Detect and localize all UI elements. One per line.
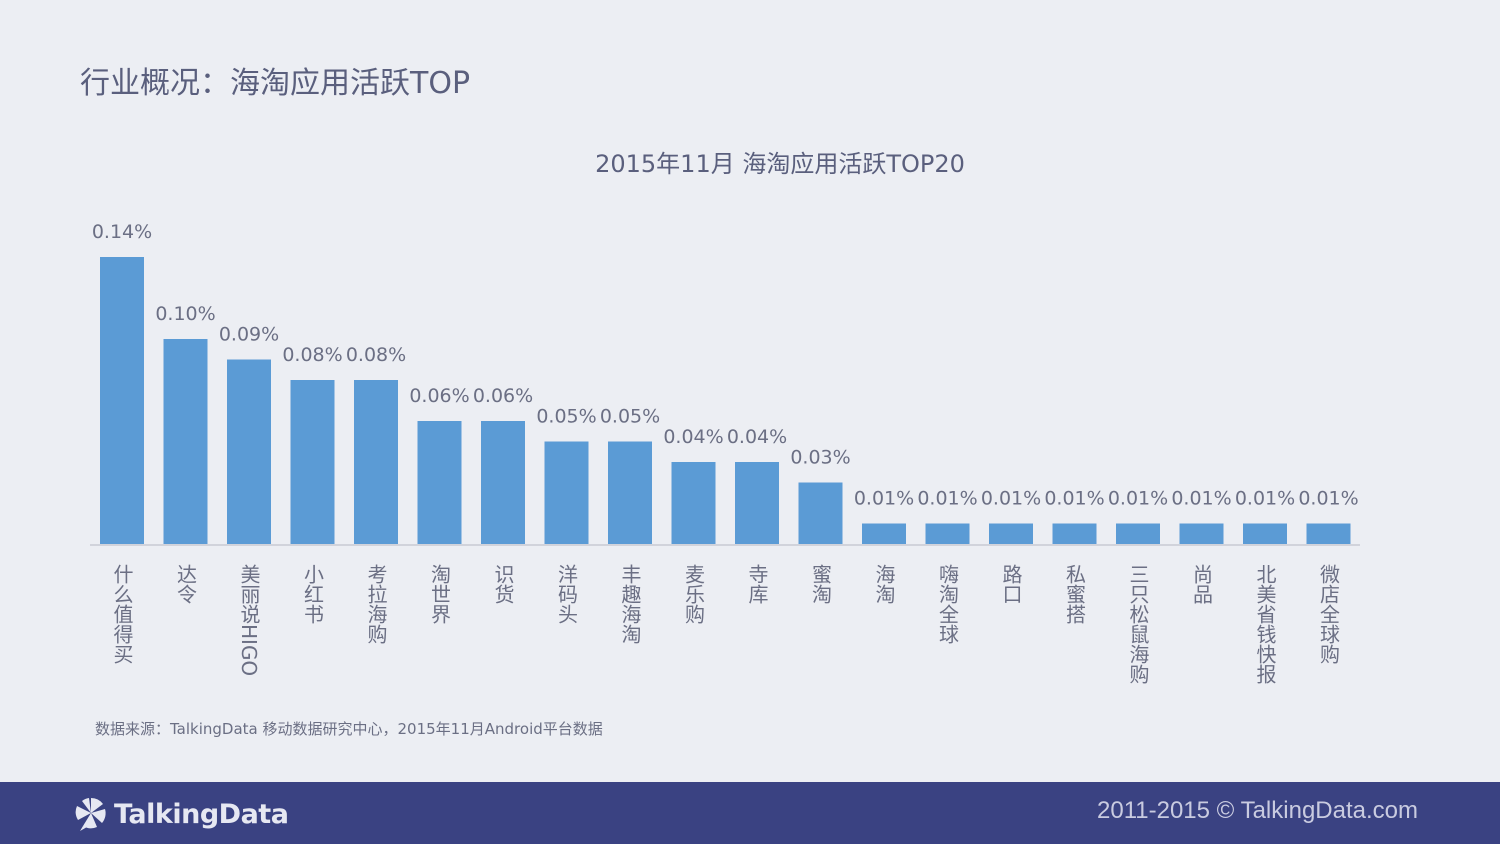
- category-label-6: 识货: [491, 564, 515, 604]
- bar-6: [481, 421, 525, 544]
- chart-title: 2015年11月 海淘应用活跃TOP20: [595, 150, 965, 178]
- data-label-16: 0.01%: [1108, 488, 1168, 510]
- data-label-3: 0.08%: [282, 344, 342, 366]
- bar-11: [798, 482, 843, 544]
- bar-8: [608, 441, 652, 544]
- data-label-9: 0.04%: [663, 426, 723, 448]
- category-label-15: 私蜜搭: [1063, 564, 1087, 624]
- data-label-4: 0.08%: [346, 344, 406, 366]
- data-label-6: 0.06%: [473, 385, 533, 407]
- data-label-1: 0.10%: [155, 303, 215, 325]
- category-labels-group: 什么值得买 达令 美丽说HIGO 小红书 考拉海购 淘世界 识货 洋码头 丰趣海淘 麦乐购 寺库 蜜淘…: [110, 564, 1341, 684]
- source-note: 数据来源：TalkingData 移动数据研究中心，2015年11月Androi…: [95, 720, 603, 738]
- bar-9: [671, 462, 716, 544]
- bar-2: [227, 359, 271, 544]
- category-label-1: 达令: [174, 564, 198, 604]
- data-label-7: 0.05%: [536, 406, 596, 428]
- bar-1: [163, 339, 208, 544]
- bar-chart: 0.14%0.10%0.09%0.08% 0.08%0.06% 0.06%0.05%…: [90, 221, 1360, 684]
- bar-14: [989, 523, 1033, 544]
- bar-7: [544, 441, 589, 544]
- bar-15: [1052, 523, 1097, 544]
- footer-bar: TalkingData 2011-2015 © TalkingData.com: [0, 782, 1500, 844]
- category-label-9: 麦乐购: [682, 564, 706, 624]
- talkingdata-pinwheel-icon: [75, 798, 106, 831]
- page-title: 行业概况：海淘应用活跃TOP: [80, 66, 471, 101]
- category-label-2: 美丽说HIGO: [237, 564, 261, 677]
- data-label-17: 0.01%: [1171, 488, 1231, 510]
- category-label-12: 海淘: [872, 564, 896, 604]
- data-label-8: 0.05%: [600, 406, 660, 428]
- category-label-17: 尚品: [1190, 564, 1214, 604]
- category-label-4: 考拉海购: [364, 564, 388, 644]
- bar-3: [290, 380, 335, 544]
- bar-16: [1116, 523, 1160, 544]
- data-label-2: 0.09%: [219, 324, 279, 346]
- logo-text: TalkingData: [114, 798, 289, 830]
- category-label-13: 嗨淘全球: [936, 564, 960, 644]
- category-label-19: 微店全球购: [1317, 564, 1341, 664]
- category-label-16: 三只松鼠海购: [1126, 564, 1150, 684]
- copyright-text: 2011-2015 © TalkingData.com: [1097, 797, 1418, 824]
- data-label-5: 0.06%: [409, 385, 469, 407]
- category-label-10: 寺库: [745, 564, 769, 604]
- category-label-0: 什么值得买: [110, 564, 134, 664]
- bar-13: [925, 523, 970, 544]
- bar-5: [417, 421, 462, 544]
- category-label-5: 淘世界: [428, 564, 452, 624]
- data-label-15: 0.01%: [1044, 488, 1104, 510]
- bar-17: [1179, 523, 1224, 544]
- category-label-3: 小红书: [301, 564, 325, 624]
- data-label-0: 0.14%: [92, 221, 152, 243]
- logo: TalkingData: [74, 796, 289, 832]
- bars-group: [100, 257, 1351, 544]
- data-label-10: 0.04%: [727, 426, 787, 448]
- category-label-7: 洋码头: [555, 564, 579, 624]
- data-label-12: 0.01%: [854, 488, 914, 510]
- bar-0: [100, 257, 144, 544]
- category-label-14: 路口: [999, 564, 1023, 604]
- bar-19: [1306, 523, 1351, 544]
- data-label-11: 0.03%: [790, 447, 850, 469]
- bar-18: [1243, 523, 1287, 544]
- category-label-11: 蜜淘: [809, 564, 833, 604]
- category-label-8: 丰趣海淘: [618, 564, 642, 644]
- data-label-18: 0.01%: [1235, 488, 1295, 510]
- data-label-19: 0.01%: [1298, 488, 1358, 510]
- data-labels-group: 0.14%0.10%0.09%0.08% 0.08%0.06% 0.06%0.05%…: [92, 221, 1359, 510]
- bar-12: [862, 523, 906, 544]
- bar-10: [735, 462, 779, 544]
- data-label-14: 0.01%: [981, 488, 1041, 510]
- data-label-13: 0.01%: [917, 488, 977, 510]
- category-label-18: 北美省钱快报: [1253, 564, 1277, 684]
- bar-4: [354, 380, 398, 544]
